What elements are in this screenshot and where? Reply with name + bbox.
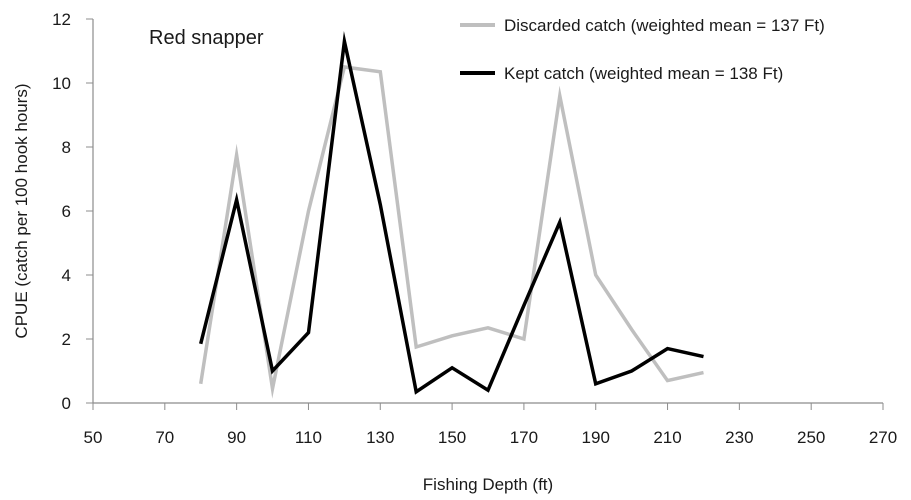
x-tick-label: 210 bbox=[653, 428, 681, 447]
x-tick-label: 250 bbox=[797, 428, 825, 447]
x-tick-label: 130 bbox=[366, 428, 394, 447]
series-line-kept bbox=[199, 31, 704, 395]
y-tick-label: 2 bbox=[62, 330, 71, 349]
y-tick-labels: 0 2 4 6 8 10 12 bbox=[52, 10, 71, 413]
legend-label: Kept catch (weighted mean = 138 Ft) bbox=[504, 64, 783, 83]
y-axis-title: CPUE (catch per 100 hook hours) bbox=[12, 83, 31, 338]
y-tick-label: 8 bbox=[62, 138, 71, 157]
x-tick-label: 270 bbox=[869, 428, 897, 447]
axes bbox=[86, 18, 884, 410]
chart-annotation: Red snapper bbox=[149, 27, 264, 49]
y-tick-label: 10 bbox=[52, 74, 71, 93]
series-lines bbox=[198, 31, 704, 399]
x-tick-label: 50 bbox=[84, 428, 103, 447]
x-tick-label: 170 bbox=[510, 428, 538, 447]
legend: Discarded catch (weighted mean = 137 Ft)… bbox=[460, 16, 825, 83]
x-tick-label: 230 bbox=[725, 428, 753, 447]
x-tick-label: 190 bbox=[582, 428, 610, 447]
y-tick-label: 4 bbox=[62, 266, 71, 285]
x-tick-label: 90 bbox=[227, 428, 246, 447]
y-tick-label: 12 bbox=[52, 10, 71, 29]
legend-label: Discarded catch (weighted mean = 137 Ft) bbox=[504, 16, 825, 35]
x-tick-label: 150 bbox=[438, 428, 466, 447]
x-tick-labels: 50 70 90 110 130 150 170 190 210 230 250 270 bbox=[84, 428, 898, 447]
x-tick-label: 70 bbox=[155, 428, 174, 447]
x-tick-label: 110 bbox=[295, 428, 322, 447]
y-tick-label: 6 bbox=[62, 202, 71, 221]
series-line-discarded bbox=[198, 65, 704, 399]
y-tick-label: 0 bbox=[62, 394, 71, 413]
x-axis-title: Fishing Depth (ft) bbox=[423, 475, 553, 494]
